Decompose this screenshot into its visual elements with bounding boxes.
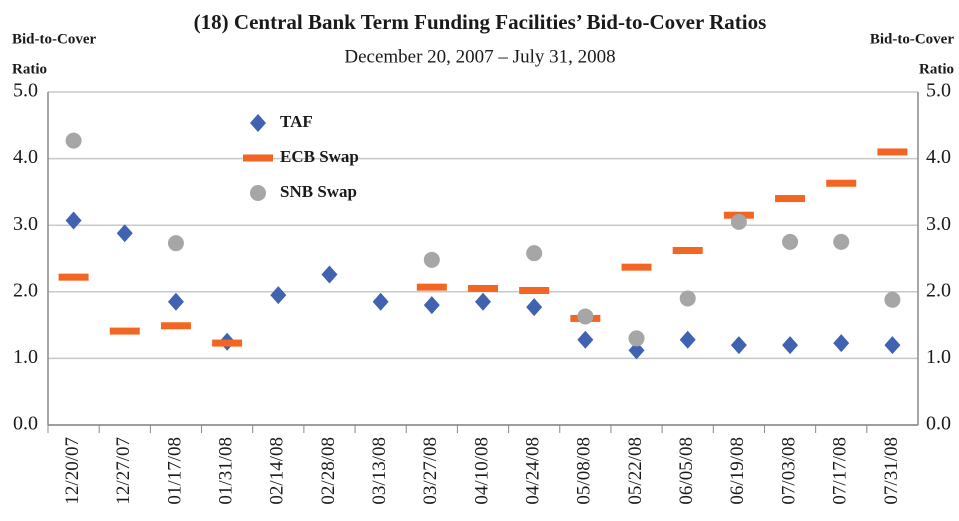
marker-circle	[526, 245, 543, 262]
y-tick-label: 4.0	[13, 146, 38, 168]
marker-circle	[833, 233, 850, 250]
y2-tick-label: 0.0	[926, 413, 951, 435]
x-tick-label: 04/24/08	[523, 437, 544, 505]
y2-axis-label: Ratio	[919, 61, 954, 77]
marker-dash	[877, 148, 908, 156]
marker-circle	[167, 235, 184, 252]
legend-label: SNB Swap	[280, 182, 357, 201]
x-tick-label: 05/08/08	[574, 437, 595, 505]
x-tick-label: 07/03/08	[778, 437, 799, 505]
marker-circle	[628, 330, 645, 347]
x-tick-label: 06/05/08	[676, 437, 697, 505]
marker-diamond	[321, 265, 338, 284]
x-tick-label: 04/10/08	[471, 437, 492, 505]
chart-subtitle: December 20, 2007 – July 31, 2008	[344, 46, 615, 67]
legend-label: ECB Swap	[280, 147, 359, 166]
y-tick-label: 2.0	[13, 279, 38, 301]
marker-dash	[672, 247, 703, 255]
marker-diamond	[628, 341, 645, 360]
marker-circle	[679, 290, 696, 307]
marker-circle	[423, 251, 440, 268]
marker-dash	[243, 154, 273, 162]
x-tick-label: 01/17/08	[164, 437, 185, 505]
marker-dash	[109, 327, 140, 335]
y-tick-label: 3.0	[13, 213, 38, 235]
x-tick-label: 03/13/08	[369, 437, 390, 505]
marker-diamond	[526, 298, 543, 317]
y2-tick-label: 3.0	[926, 213, 951, 235]
x-tick-label: 06/19/08	[727, 437, 748, 505]
y-axis-label: Ratio	[12, 61, 47, 77]
x-tick-label: 07/31/08	[881, 437, 902, 505]
marker-diamond	[116, 224, 133, 243]
marker-circle	[577, 308, 594, 325]
marker-dash	[519, 286, 550, 294]
chart-title: (18) Central Bank Term Funding Facilitie…	[194, 10, 767, 34]
marker-dash	[826, 179, 857, 187]
marker-dash	[212, 339, 243, 347]
marker-diamond	[475, 292, 491, 311]
x-tick-label: 07/17/08	[830, 437, 851, 505]
marker-diamond	[679, 330, 696, 349]
x-tick-label: 02/14/08	[267, 437, 288, 505]
marker-dash	[160, 322, 191, 330]
marker-dash	[416, 283, 447, 291]
x-tick-label: 02/28/08	[318, 437, 339, 505]
marker-diamond	[833, 334, 850, 353]
marker-diamond	[782, 336, 799, 355]
y2-tick-label: 2.0	[926, 279, 951, 301]
marker-diamond	[884, 336, 901, 355]
y2-tick-label: 1.0	[926, 346, 951, 368]
y2-tick-label: 5.0	[926, 80, 951, 102]
marker-circle	[65, 132, 82, 149]
marker-diamond	[270, 286, 287, 305]
y-axis-label: Bid-to-Cover	[12, 31, 96, 47]
x-tick-label: 05/22/08	[625, 437, 646, 505]
x-tick-label: 01/31/08	[215, 437, 236, 505]
marker-diamond	[250, 114, 266, 132]
marker-diamond	[167, 292, 184, 311]
marker-circle	[250, 185, 266, 201]
y-tick-label: 1.0	[13, 346, 38, 368]
marker-circle	[782, 233, 799, 250]
marker-diamond	[577, 330, 594, 349]
y-tick-label: 0.0	[13, 413, 38, 435]
y2-tick-label: 4.0	[926, 146, 951, 168]
y-tick-label: 5.0	[13, 80, 38, 102]
marker-diamond	[372, 292, 389, 311]
x-tick-label: 12/27/07	[113, 437, 134, 505]
x-tick-label: 03/27/08	[420, 437, 441, 505]
marker-diamond	[423, 296, 440, 315]
marker-circle	[730, 213, 747, 230]
y2-axis-label: Bid-to-Cover	[870, 31, 954, 47]
x-tick-label: 12/20/07	[62, 437, 83, 505]
marker-diamond	[65, 211, 82, 230]
legend-label: TAF	[280, 112, 313, 131]
marker-dash	[621, 263, 652, 271]
marker-diamond	[730, 336, 747, 355]
marker-dash	[468, 284, 498, 292]
marker-dash	[775, 195, 806, 203]
marker-dash	[58, 273, 89, 281]
marker-circle	[884, 291, 901, 308]
